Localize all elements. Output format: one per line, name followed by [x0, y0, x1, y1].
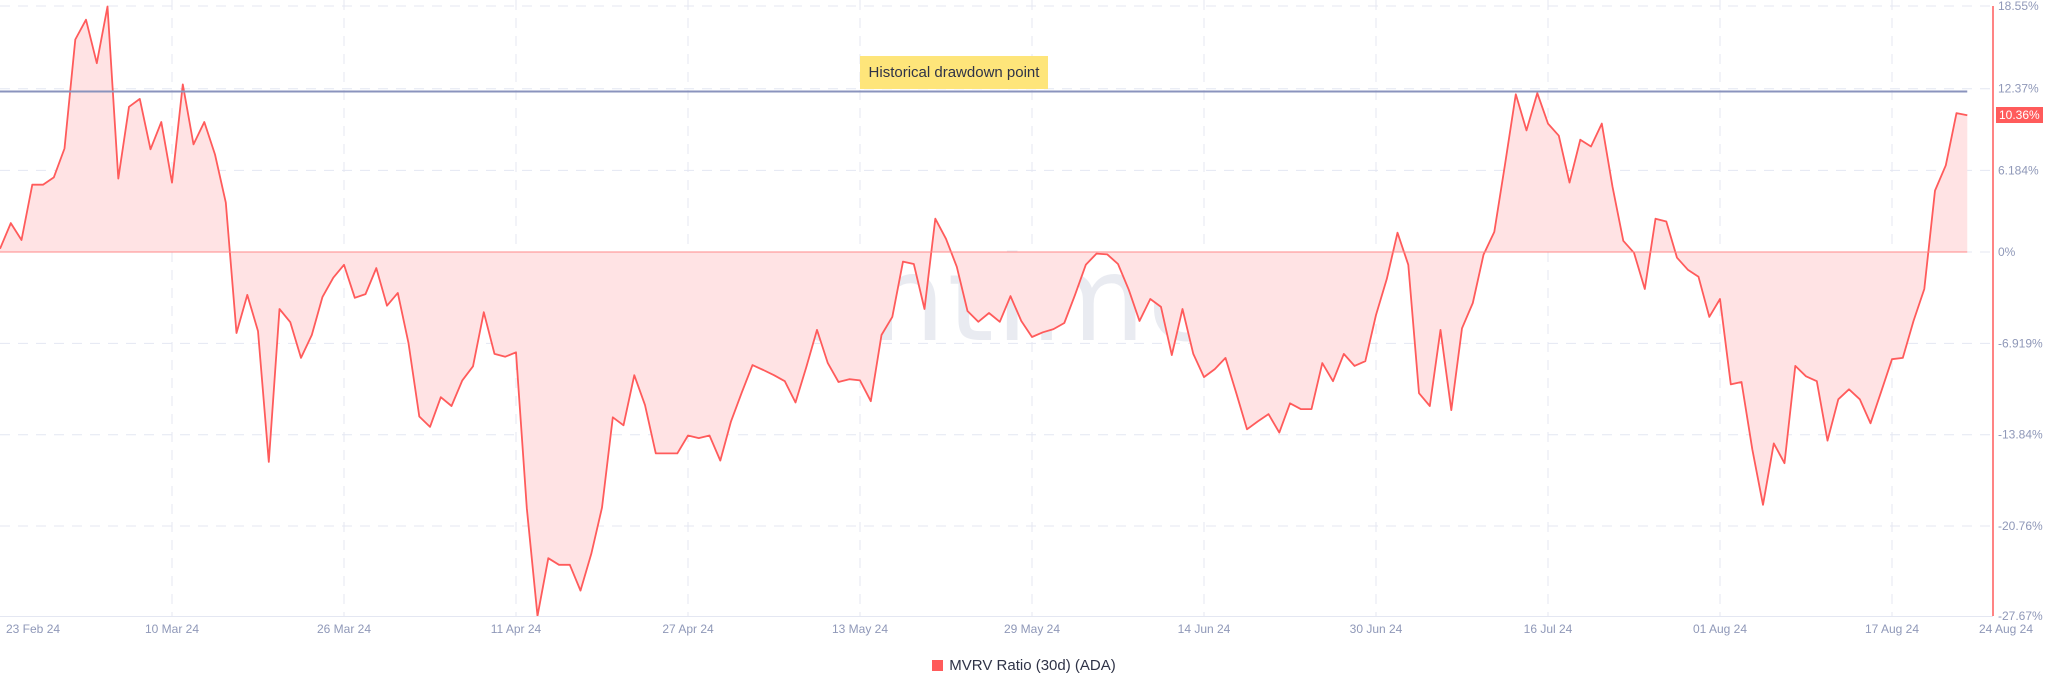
- series-area: [0, 6, 1968, 616]
- legend-label: MVRV Ratio (30d) (ADA): [949, 657, 1116, 674]
- x-tick-label: 17 Aug 24: [1865, 622, 1919, 636]
- y-tick-label: 18.55%: [1998, 0, 2039, 13]
- y-tick-label: 12.37%: [1998, 82, 2039, 96]
- x-tick-label: 26 Mar 24: [317, 622, 371, 636]
- x-tick-label: 01 Aug 24: [1693, 622, 1747, 636]
- x-axis: 23 Feb 24 10 Mar 24 26 Mar 24 11 Apr 24 27 A…: [0, 616, 2033, 636]
- x-tick-label: 24 Aug 24: [1979, 622, 2033, 636]
- x-tick-label: 13 May 24: [832, 622, 888, 636]
- legend-swatch: [932, 660, 944, 671]
- y-tick-label: -27.67%: [1998, 609, 2043, 623]
- historical-drawdown-label: Historical drawdown point: [860, 56, 1048, 89]
- x-tick-label: 11 Apr 24: [491, 622, 542, 636]
- y-tick-label: -13.84%: [1998, 428, 2043, 442]
- x-tick-label: 14 Jun 24: [1178, 622, 1231, 636]
- series-layer: [0, 5, 1968, 617]
- x-tick-label: 27 Apr 24: [662, 622, 714, 636]
- y-axis: 18.55% 12.37% 6.184% 0% -6.919% -13.84% -20.76…: [1992, 0, 2043, 623]
- series-line: [0, 5, 1968, 617]
- y-tick-label: 6.184%: [1998, 163, 2039, 177]
- legend[interactable]: MVRV Ratio (30d) (ADA): [0, 657, 2048, 674]
- x-tick-label: 30 Jun 24: [1350, 622, 1403, 636]
- x-tick-label: 16 Jul 24: [1524, 622, 1573, 636]
- last-value-badge: 10.36%: [1996, 107, 2043, 123]
- x-tick-label: 29 May 24: [1004, 622, 1060, 636]
- x-tick-label: 23 Feb 24: [6, 622, 60, 636]
- x-tick-label: 10 Mar 24: [145, 622, 199, 636]
- y-tick-label: -6.919%: [1998, 336, 2043, 350]
- annotation-layer: [0, 90, 1968, 253]
- y-tick-label: 0%: [1998, 245, 2016, 259]
- y-tick-label: -20.76%: [1998, 519, 2043, 533]
